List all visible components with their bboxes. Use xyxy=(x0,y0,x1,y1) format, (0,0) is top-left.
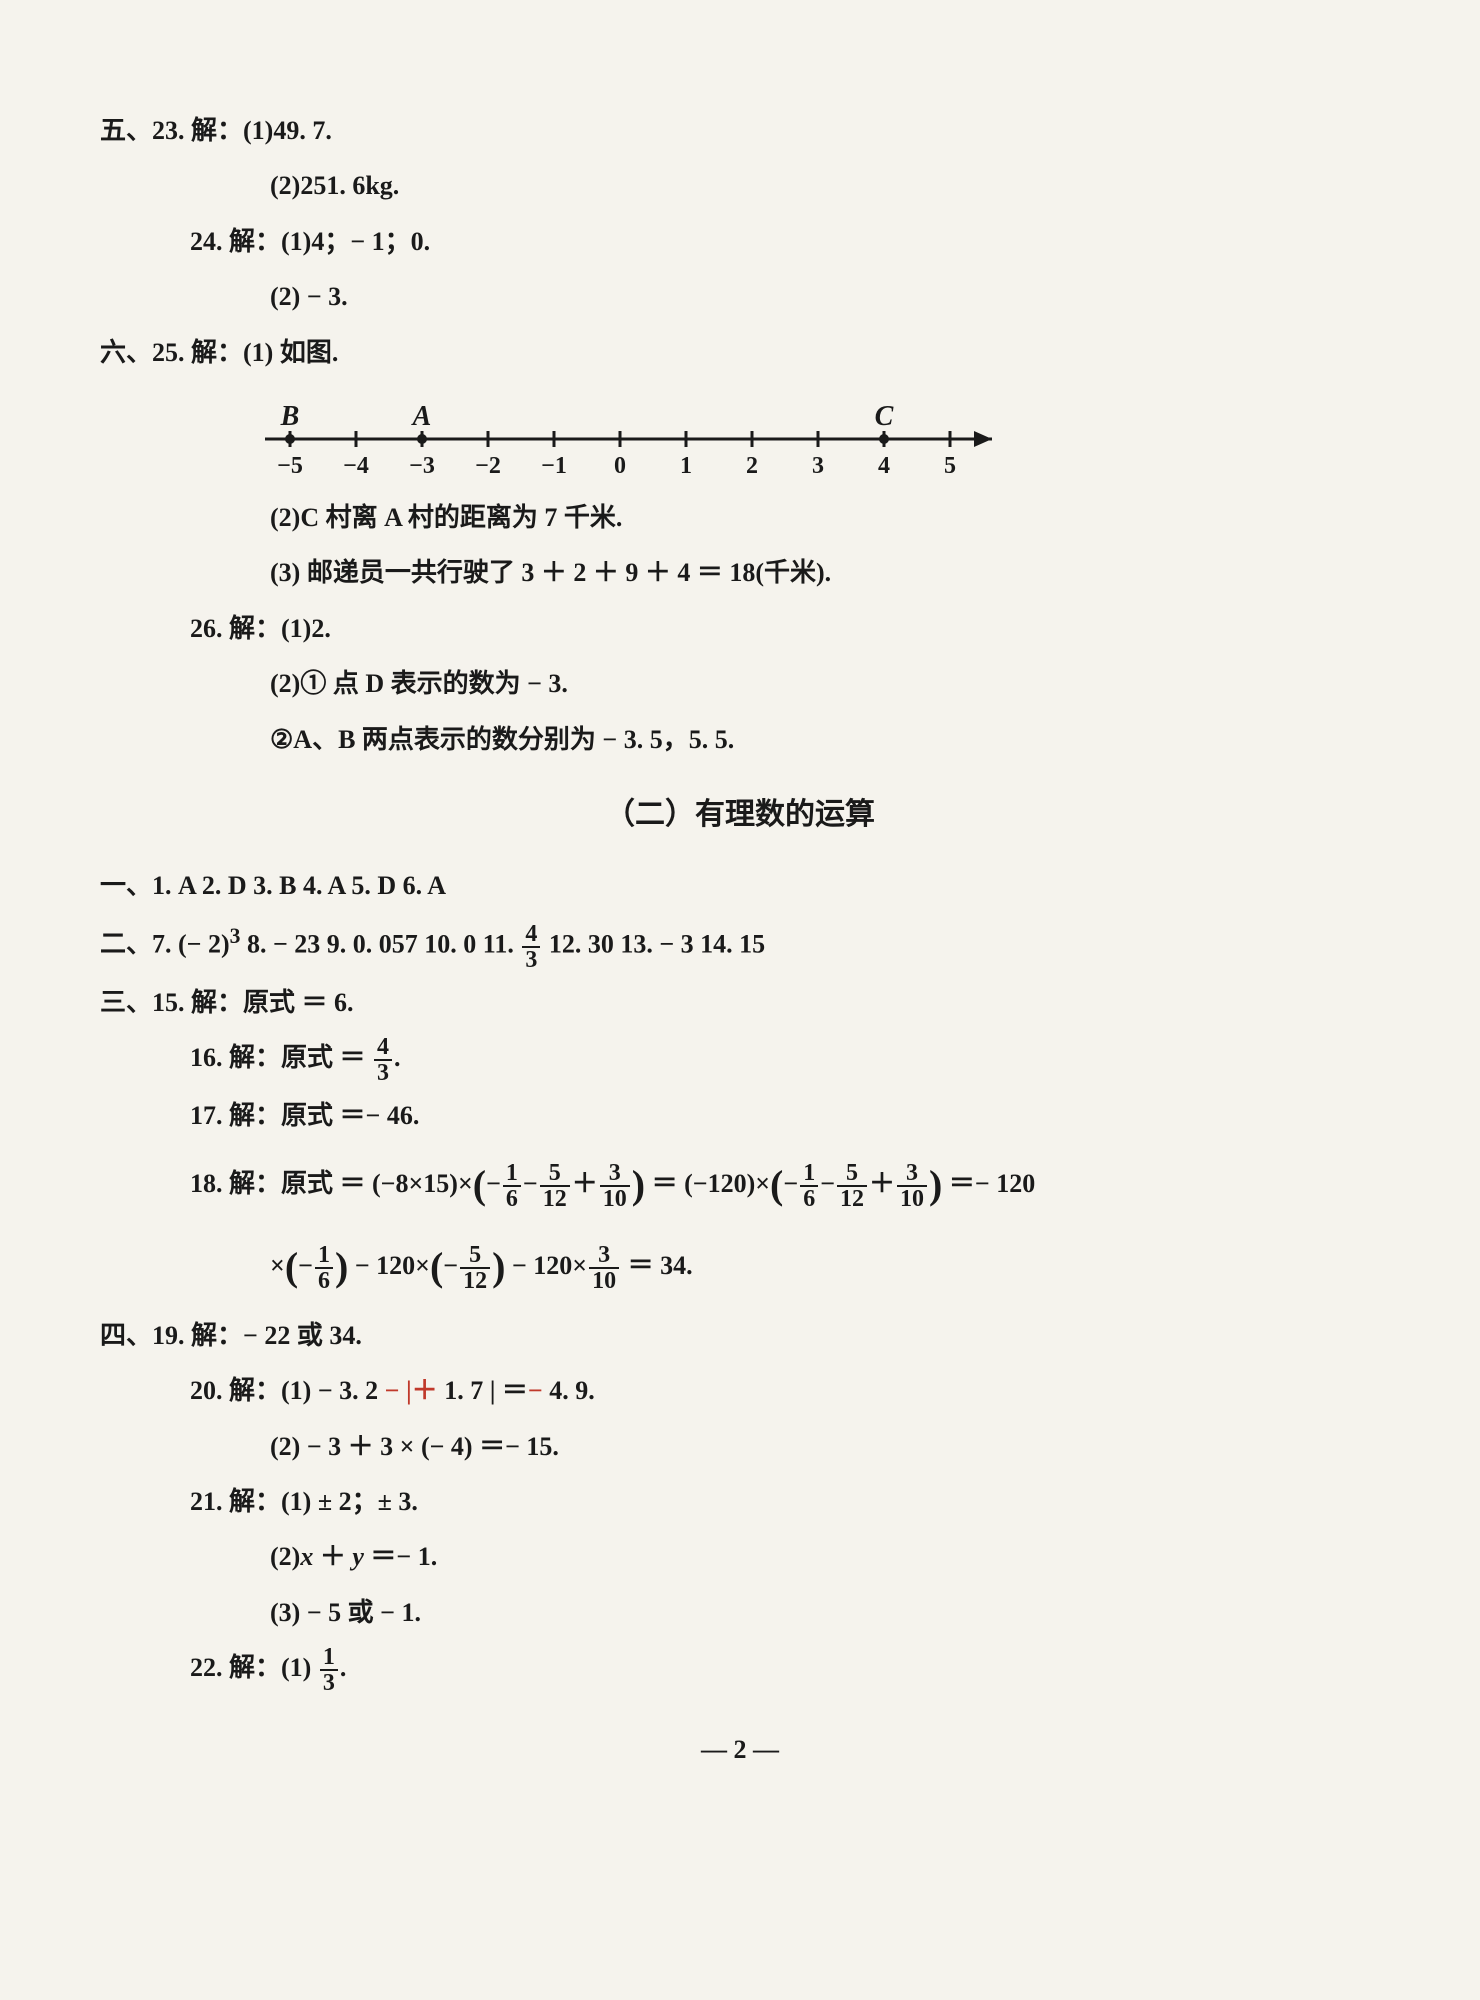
t: 二、7. (− 2) xyxy=(100,930,230,959)
t: ＝− 1. xyxy=(364,1542,437,1571)
red-correction-1: − |＋ xyxy=(385,1376,438,1405)
svg-text:A: A xyxy=(411,401,432,432)
sup: 3 xyxy=(230,924,241,948)
t: ＋ xyxy=(313,1542,352,1571)
lp: ( xyxy=(473,1162,486,1207)
q26-1: 26. 解：(1)2. xyxy=(100,604,1380,653)
q20-2: (2) − 3 ＋ 3 × (− 4) ＝− 15. xyxy=(100,1422,1380,1471)
section-2-title: （二）有理数的运算 xyxy=(100,786,1380,843)
q25-1: 六、25. 解：(1) 如图. xyxy=(100,328,1380,377)
q22-1: 22. 解：(1) 13. xyxy=(100,1643,1380,1695)
t: 8. − 23 9. 0. 057 10. 0 11. xyxy=(240,930,520,959)
svg-text:C: C xyxy=(875,401,894,432)
frac-4-3: 43 xyxy=(374,1035,392,1085)
t: ＝− 120 xyxy=(949,1169,1035,1198)
svg-text:1: 1 xyxy=(680,453,692,479)
svg-text:−2: −2 xyxy=(475,453,501,479)
t: . xyxy=(340,1653,347,1682)
q18-line1: 18. 解：原式 ＝ (−8×15)×(−16−512＋310) ＝ (−120… xyxy=(100,1147,1380,1223)
svg-text:−3: −3 xyxy=(409,453,435,479)
svg-text:5: 5 xyxy=(944,453,956,479)
lp: ( xyxy=(285,1244,298,1289)
q25-2: (2)C 村离 A 村的距离为 7 千米. xyxy=(100,493,1380,542)
t: 22. 解：(1) xyxy=(190,1653,318,1682)
t: 18. 解：原式 ＝ (−8×15)× xyxy=(190,1169,473,1198)
q21-1: 21. 解：(1) ± 2；± 3. xyxy=(100,1477,1380,1526)
q20-1: 20. 解：(1) − 3. 2 − |＋ 1. 7 | ＝− 4. 9. xyxy=(100,1366,1380,1415)
frac-5-12: 512 xyxy=(837,1161,867,1211)
q19: 四、19. 解：− 22 或 34. xyxy=(100,1311,1380,1360)
rp: ) xyxy=(492,1244,505,1289)
t: 4. 9. xyxy=(543,1376,595,1405)
svg-text:3: 3 xyxy=(812,453,824,479)
part1-answers: 一、1. A 2. D 3. B 4. A 5. D 6. A xyxy=(100,861,1380,910)
number-line-figure: −5 −4 −3 −2 −1 0 1 2 3 4 5 B A C xyxy=(260,395,1000,485)
red-correction-2: − xyxy=(528,1376,543,1405)
q26-2b: ②A、B 两点表示的数分别为 − 3. 5，5. 5. xyxy=(100,715,1380,764)
frac-1-6: 16 xyxy=(800,1161,818,1211)
t: − 120× xyxy=(348,1251,430,1280)
part2-answers: 二、7. (− 2)3 8. − 23 9. 0. 057 10. 0 11. … xyxy=(100,916,1380,972)
q23-1: 五、23. 解：(1)49. 7. xyxy=(100,106,1380,155)
frac-4-3: 43 xyxy=(522,922,540,972)
svg-text:4: 4 xyxy=(878,453,890,479)
frac-1-6: 16 xyxy=(315,1243,333,1293)
frac-3-10: 310 xyxy=(600,1161,630,1211)
q26-2a: (2)① 点 D 表示的数为 − 3. xyxy=(100,659,1380,708)
t: 16. 解：原式 ＝ xyxy=(190,1043,372,1072)
rp: ) xyxy=(335,1244,348,1289)
lp: ( xyxy=(770,1162,783,1207)
t: ＝ 34. xyxy=(621,1251,693,1280)
q23-2: (2)251. 6kg. xyxy=(100,161,1380,210)
q24-1: 24. 解：(1)4；− 1；0. xyxy=(100,217,1380,266)
frac-5-12: 512 xyxy=(460,1243,490,1293)
svg-text:0: 0 xyxy=(614,453,626,479)
rp: ) xyxy=(929,1162,942,1207)
rp: ) xyxy=(632,1162,645,1207)
t: . xyxy=(394,1043,401,1072)
frac-1-6: 16 xyxy=(503,1161,521,1211)
q16: 16. 解：原式 ＝ 43. xyxy=(100,1033,1380,1085)
q24-2: (2) − 3. xyxy=(100,272,1380,321)
svg-text:B: B xyxy=(280,401,300,432)
q18-line2: ×(−16) − 120×(−512) − 120×310 ＝ 34. xyxy=(100,1229,1380,1305)
t: 20. 解：(1) − 3. 2 xyxy=(190,1376,385,1405)
t: × xyxy=(270,1251,285,1280)
t: (2) xyxy=(270,1542,300,1571)
frac-3-10: 310 xyxy=(897,1161,927,1211)
q21-2: (2)x ＋ y ＝− 1. xyxy=(100,1532,1380,1581)
svg-text:−5: −5 xyxy=(277,453,303,479)
q15: 三、15. 解：原式 ＝ 6. xyxy=(100,978,1380,1027)
svg-text:−4: −4 xyxy=(343,453,369,479)
lp: ( xyxy=(430,1244,443,1289)
q21-3: (3) − 5 或 − 1. xyxy=(100,1588,1380,1637)
svg-text:−1: −1 xyxy=(541,453,567,479)
svg-text:2: 2 xyxy=(746,453,758,479)
var-x: x xyxy=(300,1542,313,1571)
frac-3-10: 310 xyxy=(589,1243,619,1293)
page: 五、23. 解：(1)49. 7. (2)251. 6kg. 24. 解：(1)… xyxy=(0,0,1480,1815)
t: 1. 7 | ＝ xyxy=(438,1376,528,1405)
page-number: — 2 — xyxy=(100,1725,1380,1774)
q17: 17. 解：原式 ＝− 46. xyxy=(100,1091,1380,1140)
frac-1-3: 13 xyxy=(320,1645,338,1695)
t: ＝ (−120)× xyxy=(652,1169,770,1198)
t: 12. 30 13. − 3 14. 15 xyxy=(542,930,765,959)
frac-5-12: 512 xyxy=(540,1161,570,1211)
q25-3: (3) 邮递员一共行驶了 3 ＋ 2 ＋ 9 ＋ 4 ＝ 18(千米). xyxy=(100,548,1380,597)
var-y: y xyxy=(352,1542,364,1571)
t: − 120× xyxy=(505,1251,587,1280)
